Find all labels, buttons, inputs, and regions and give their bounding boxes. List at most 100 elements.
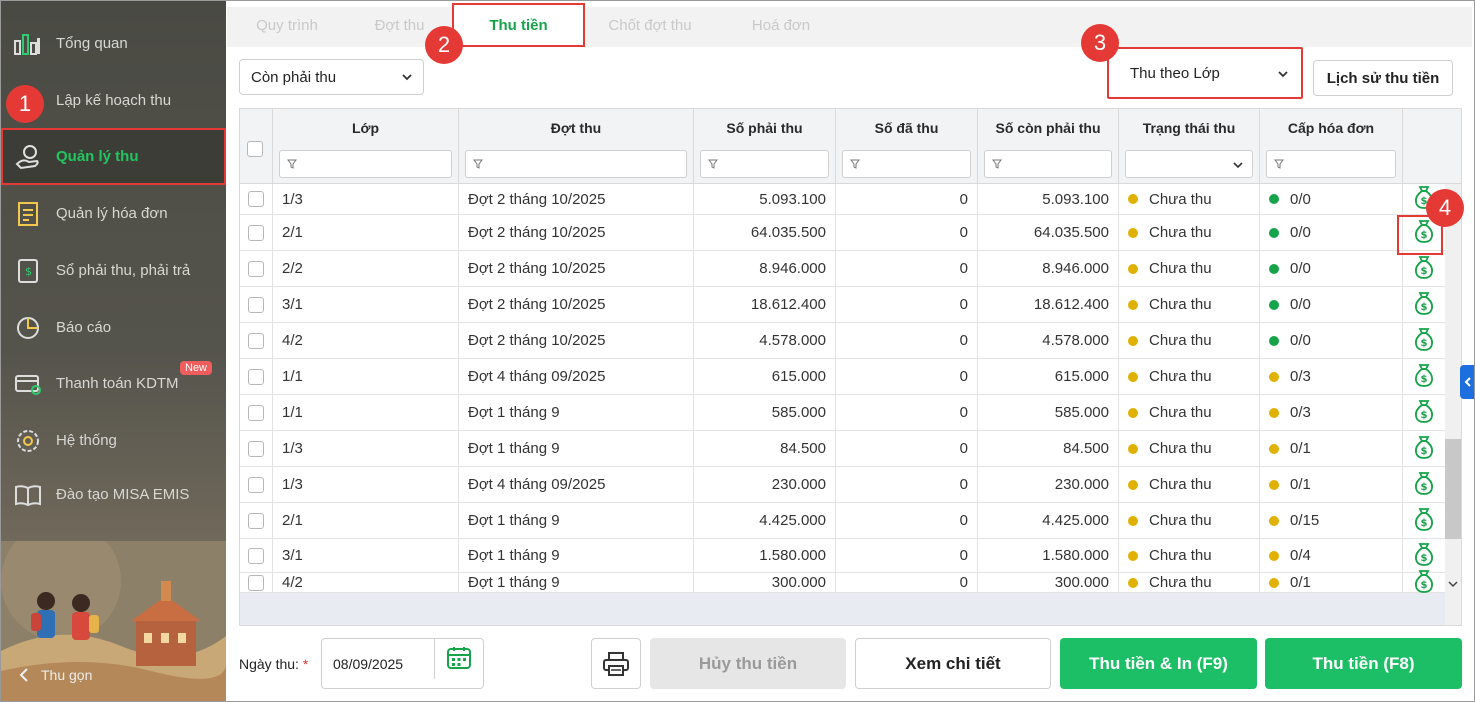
cell-phai_thu: 5.093.100 <box>694 184 836 214</box>
row-checkbox[interactable] <box>248 368 264 385</box>
col-trang-thai-thu-label: Trạng thái thu <box>1142 120 1236 136</box>
collect-money-icon[interactable]: $ <box>1414 507 1434 535</box>
table-row[interactable]: 3/1 Đợt 1 tháng 9 1.580.000 0 1.580.000 Chưa … <box>240 539 1445 573</box>
status-dot <box>1269 443 1279 454</box>
collect-button[interactable]: Thu tiền (F8) <box>1265 638 1462 689</box>
svg-text:$: $ <box>1421 482 1428 493</box>
row-checkbox[interactable] <box>248 404 264 421</box>
row-checkbox[interactable] <box>248 260 264 277</box>
table-row[interactable]: 1/3 Đợt 1 tháng 9 84.500 0 84.500 Chưa thu 0/1… <box>240 431 1445 467</box>
collect-money-icon[interactable]: $ <box>1414 363 1434 391</box>
cell-text: 0 <box>959 260 968 277</box>
calendar-icon[interactable] <box>446 646 472 670</box>
collect-money-icon[interactable]: $ <box>1414 291 1434 319</box>
so-con-phai-thu-filter-input[interactable] <box>984 150 1112 178</box>
collect-money-icon[interactable]: $ <box>1414 471 1434 499</box>
table-row[interactable]: 2/1 Đợt 2 tháng 10/2025 64.035.500 0 64.035.… <box>240 215 1445 251</box>
so-da-thu-filter-input[interactable] <box>842 150 971 178</box>
row-checkbox[interactable] <box>248 440 264 457</box>
print-button[interactable] <box>591 638 641 689</box>
so-phai-thu-filter-input[interactable] <box>700 150 829 178</box>
cell-trang_thai: Chưa thu <box>1119 184 1260 214</box>
group-by-select[interactable]: Thu theo Lớp <box>1107 47 1303 99</box>
table-row[interactable]: 2/2 Đợt 2 tháng 10/2025 8.946.000 0 8.946.00… <box>240 251 1445 287</box>
row-checkbox[interactable] <box>248 476 264 493</box>
cell-dot: Đợt 4 tháng 09/2025 <box>459 467 694 502</box>
view-detail-button[interactable]: Xem chi tiết <box>855 638 1051 689</box>
cell-con_phai_thu: 5.093.100 <box>978 184 1119 214</box>
collapse-sidebar-button[interactable]: Thu gọn <box>19 667 92 683</box>
tab-hoa-don[interactable]: Hoá đơn <box>751 17 811 34</box>
tab-dot-thu[interactable]: Đợt thu <box>374 17 425 34</box>
select-all-checkbox[interactable] <box>247 141 263 157</box>
cell-text: Chưa thu <box>1149 332 1212 349</box>
cell-lop: 1/3 <box>273 431 459 466</box>
cell-text: Chưa thu <box>1149 368 1212 385</box>
cell-con_phai_thu: 230.000 <box>978 467 1119 502</box>
table-row[interactable]: 1/1 Đợt 1 tháng 9 585.000 0 585.000 Chưa thu 0… <box>240 395 1445 431</box>
payment-history-button[interactable]: Lịch sử thu tiền <box>1313 60 1453 96</box>
sidebar-item-4[interactable]: Quản lý hóa đơn <box>1 185 226 242</box>
sidebar-item-8[interactable]: Hệ thống <box>1 412 226 469</box>
scroll-down-icon[interactable] <box>1447 579 1459 589</box>
collect-and-print-button[interactable]: Thu tiền & In (F9) <box>1060 638 1257 689</box>
row-checkbox[interactable] <box>248 547 264 564</box>
sidebar-item-5[interactable]: $ Sổ phải thu, phải trả <box>1 242 226 299</box>
tab-chot-dot-thu[interactable]: Chốt đợt thu <box>608 17 692 34</box>
sidebar-item-1[interactable]: Tổng quan <box>1 15 226 72</box>
cell-text: 2/2 <box>282 260 303 277</box>
step-marker-4: 4 <box>1426 189 1464 227</box>
payment-date-field[interactable]: 08/09/2025 <box>321 638 484 689</box>
cell-trang_thai: Chưa thu <box>1119 215 1260 250</box>
sidebar-illustration <box>1 541 226 701</box>
table-row[interactable]: 3/1 Đợt 2 tháng 10/2025 18.612.400 0 18.612.… <box>240 287 1445 323</box>
table-scroll-thumb[interactable] <box>1445 439 1461 539</box>
collect-money-icon[interactable]: $ <box>1414 435 1434 463</box>
highlight-collect-icon <box>1397 215 1443 255</box>
cell-text: 0 <box>959 404 968 421</box>
dot-thu-filter-input[interactable] <box>465 150 687 178</box>
cell-dot: Đợt 2 tháng 10/2025 <box>459 251 694 286</box>
sidebar-item-label: Tổng quan <box>56 35 128 52</box>
cell-text: 0/15 <box>1290 512 1320 529</box>
trang-thai-filter-select[interactable] <box>1125 150 1253 178</box>
status-filter-select[interactable]: Còn phải thu <box>239 59 424 95</box>
cancel-payment-button[interactable]: Hủy thu tiền <box>650 638 846 689</box>
collect-money-icon[interactable]: $ <box>1414 542 1434 570</box>
row-checkbox[interactable] <box>248 224 264 241</box>
collect-money-icon[interactable]: $ <box>1414 399 1434 427</box>
cell-text: 0 <box>959 296 968 313</box>
cell-trang_thai: Chưa thu <box>1119 251 1260 286</box>
collect-money-icon[interactable]: $ <box>1414 569 1434 597</box>
side-panel-toggle[interactable] <box>1460 365 1474 399</box>
collect-money-icon[interactable]: $ <box>1414 219 1434 247</box>
row-checkbox[interactable] <box>248 296 264 313</box>
lop-filter-input[interactable] <box>279 150 452 178</box>
table-row[interactable]: 2/1 Đợt 1 tháng 9 4.425.000 0 4.425.000 Chưa … <box>240 503 1445 539</box>
table-row[interactable]: 1/3 Đợt 4 tháng 09/2025 230.000 0 230.000 Chư… <box>240 467 1445 503</box>
row-checkbox[interactable] <box>248 512 264 529</box>
sidebar-item-6[interactable]: Báo cáo <box>1 299 226 356</box>
table-scrollbar[interactable] <box>1445 184 1461 625</box>
table-row[interactable]: 4/2 Đợt 1 tháng 9 300.000 0 300.000 Chưa thu 0… <box>240 569 1445 593</box>
cell-text: 0 <box>959 574 968 591</box>
table-row[interactable]: 1/3 Đợt 2 tháng 10/2025 5.093.100 0 5.093.10… <box>240 184 1445 215</box>
sidebar-item-7[interactable]: Thanh toán KDTM New <box>1 355 226 412</box>
collect-money-icon[interactable]: $ <box>1414 255 1434 283</box>
cell-text: Chưa thu <box>1149 296 1212 313</box>
sidebar-item-3[interactable]: Quản lý thu <box>1 128 226 185</box>
cell-hoa_don: 0/15 <box>1260 503 1403 538</box>
table-row[interactable]: 1/1 Đợt 4 tháng 09/2025 615.000 0 615.000 Chư… <box>240 359 1445 395</box>
collect-money-icon[interactable]: $ <box>1414 327 1434 355</box>
cell-text: 3/1 <box>282 547 303 564</box>
row-checkbox[interactable] <box>248 191 264 207</box>
table-row[interactable]: 4/2 Đợt 2 tháng 10/2025 4.578.000 0 4.578.00… <box>240 323 1445 359</box>
cap-hoa-don-filter-input[interactable] <box>1266 150 1396 178</box>
row-checkbox[interactable] <box>248 332 264 349</box>
sidebar-item-9[interactable]: Đào tạo MISA EMIS <box>1 466 226 523</box>
cell-con_phai_thu: 300.000 <box>978 573 1119 592</box>
tab-thu-tien[interactable]: Thu tiền <box>452 3 585 47</box>
cell-hoa_don: 0/0 <box>1260 251 1403 286</box>
tab-quy-trinh[interactable]: Quy trình <box>256 17 318 34</box>
row-checkbox[interactable] <box>248 574 264 591</box>
